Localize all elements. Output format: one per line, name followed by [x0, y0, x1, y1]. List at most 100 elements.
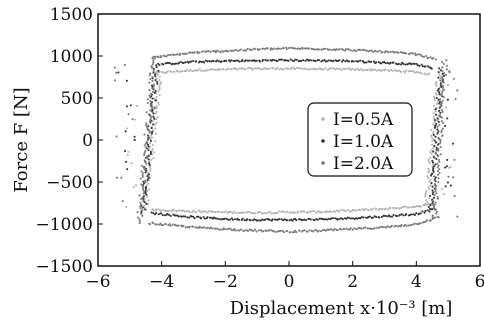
data-point-i05a: [234, 67, 237, 70]
data-point-i10a: [444, 185, 447, 188]
data-point-i10a: [426, 209, 429, 212]
data-point-i10a: [323, 218, 326, 221]
data-point-i05a: [424, 195, 427, 198]
data-point-i05a: [155, 208, 158, 211]
data-point-i20a: [194, 226, 197, 229]
data-point-i20a: [448, 70, 451, 73]
data-point-i20a: [368, 49, 371, 52]
data-point-i20a: [445, 68, 448, 71]
data-point-i10a: [348, 216, 351, 220]
data-point-i05a: [424, 191, 427, 194]
data-point-i20a: [115, 176, 119, 179]
data-point-i05a: [380, 69, 383, 72]
data-point-i05a: [314, 68, 318, 71]
data-point-i20a: [387, 51, 390, 54]
data-point-i05a: [438, 73, 441, 76]
data-point-i05a: [432, 112, 435, 115]
data-point-i10a: [188, 216, 191, 219]
data-point-i05a: [203, 210, 206, 213]
data-point-i10a: [142, 180, 145, 183]
data-point-i20a: [231, 229, 234, 232]
data-point-i10a: [431, 161, 435, 164]
data-point-i05a: [344, 67, 348, 70]
data-point-i10a: [413, 213, 416, 216]
data-point-i20a: [347, 48, 351, 51]
data-point-i10a: [133, 135, 136, 138]
data-point-i20a: [232, 49, 235, 52]
data-point-i10a: [148, 163, 151, 167]
data-point-i10a: [225, 59, 228, 62]
data-point-i20a: [434, 208, 437, 211]
data-point-i10a: [446, 117, 449, 120]
data-point-i10a: [438, 93, 441, 96]
data-point-i20a: [295, 230, 298, 234]
data-point-i05a: [155, 107, 158, 110]
data-point-i05a: [146, 180, 149, 184]
data-point-i10a: [352, 217, 355, 220]
data-point-i10a: [154, 73, 157, 76]
data-point-i10a: [144, 171, 147, 174]
data-point-i20a: [324, 47, 327, 51]
data-point-i20a: [142, 192, 145, 195]
data-point-i20a: [139, 201, 142, 204]
data-point-i10a: [368, 215, 371, 218]
data-point-i20a: [408, 52, 412, 55]
data-point-i05a: [216, 68, 219, 72]
data-point-i05a: [433, 104, 436, 107]
data-point-i10a: [186, 216, 189, 219]
data-point-i20a: [414, 52, 417, 55]
data-point-i20a: [319, 230, 322, 233]
data-point-i05a: [158, 79, 161, 82]
data-point-i20a: [273, 230, 276, 233]
data-point-i20a: [239, 48, 242, 51]
data-point-i20a: [438, 158, 441, 162]
data-point-i20a: [349, 49, 352, 52]
data-point-i10a: [430, 181, 433, 185]
data-point-i05a: [343, 68, 346, 71]
data-point-i20a: [188, 225, 191, 228]
data-point-i05a: [224, 210, 227, 213]
data-point-i20a: [308, 229, 311, 232]
data-point-i05a: [396, 206, 399, 210]
data-point-i20a: [332, 229, 335, 232]
data-point-i05a: [206, 211, 209, 214]
data-point-i20a: [434, 186, 437, 189]
data-point-i10a: [383, 60, 386, 63]
data-point-i20a: [437, 118, 440, 121]
data-point-i05a: [340, 209, 343, 212]
data-point-i05a: [338, 210, 341, 213]
data-point-i20a: [421, 55, 424, 58]
data-point-i20a: [432, 203, 436, 206]
data-point-i20a: [362, 48, 365, 51]
data-point-i20a: [415, 222, 418, 225]
data-point-i10a: [380, 62, 383, 65]
data-point-i10a: [259, 219, 262, 222]
data-point-i10a: [192, 59, 195, 63]
data-point-i20a: [252, 229, 255, 232]
data-point-i20a: [427, 56, 430, 60]
data-point-i20a: [370, 49, 373, 52]
data-point-i05a: [243, 211, 246, 214]
data-point-i05a: [177, 209, 180, 212]
data-point-i20a: [147, 135, 150, 138]
data-point-i20a: [150, 103, 153, 106]
data-point-i05a: [134, 184, 138, 187]
data-point-i20a: [386, 225, 389, 228]
data-point-i05a: [429, 151, 432, 154]
data-point-i05a: [162, 209, 165, 212]
data-point-i10a: [133, 138, 136, 141]
legend: I=0.5AI=1.0AI=2.0A: [307, 102, 413, 177]
data-point-i05a: [169, 70, 172, 73]
data-point-i20a: [245, 49, 248, 52]
data-point-i10a: [418, 64, 421, 67]
data-point-i10a: [332, 217, 335, 220]
data-point-i20a: [159, 222, 162, 225]
data-point-i05a: [290, 66, 293, 69]
data-point-i10a: [153, 213, 156, 216]
data-point-i20a: [439, 138, 442, 141]
data-point-i10a: [216, 59, 219, 62]
data-point-i05a: [433, 99, 436, 102]
data-point-i05a: [160, 70, 163, 73]
data-point-i20a: [431, 214, 434, 217]
